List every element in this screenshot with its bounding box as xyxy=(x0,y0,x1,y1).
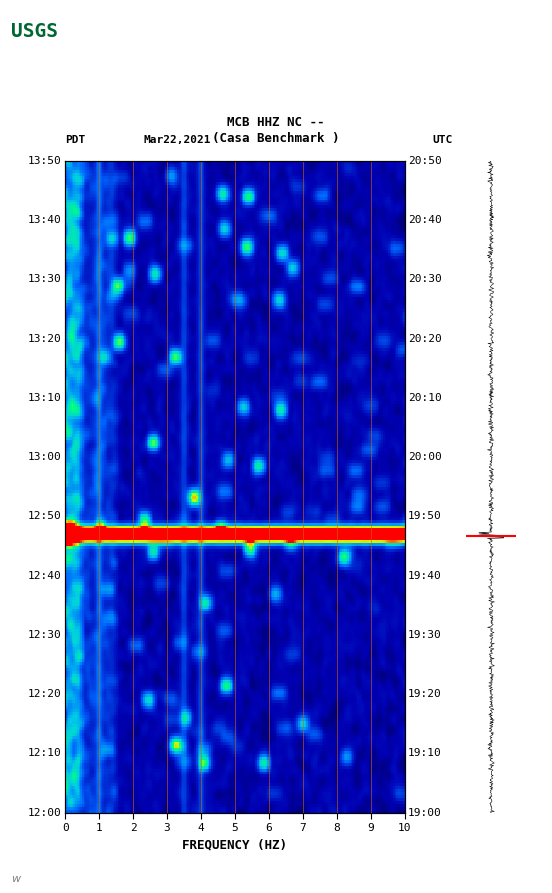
X-axis label: FREQUENCY (HZ): FREQUENCY (HZ) xyxy=(182,839,288,852)
Text: 20:40: 20:40 xyxy=(408,215,442,225)
Text: 13:50: 13:50 xyxy=(28,155,62,166)
Text: 19:00: 19:00 xyxy=(408,807,442,818)
Text: MCB HHZ NC --: MCB HHZ NC -- xyxy=(227,116,325,129)
Text: 20:00: 20:00 xyxy=(408,452,442,462)
Text: $\mathit{w}$: $\mathit{w}$ xyxy=(11,874,22,884)
Text: 13:20: 13:20 xyxy=(28,333,62,344)
Text: 12:10: 12:10 xyxy=(28,748,62,758)
Text: 13:00: 13:00 xyxy=(28,452,62,462)
Text: 19:50: 19:50 xyxy=(408,512,442,522)
Text: 19:40: 19:40 xyxy=(408,571,442,580)
Text: 20:30: 20:30 xyxy=(408,274,442,284)
Text: 12:50: 12:50 xyxy=(28,512,62,522)
Text: 19:20: 19:20 xyxy=(408,689,442,699)
Text: 20:20: 20:20 xyxy=(408,333,442,344)
Text: 12:00: 12:00 xyxy=(28,807,62,818)
Text: USGS: USGS xyxy=(11,22,58,41)
Text: PDT: PDT xyxy=(65,135,86,145)
Text: 12:20: 12:20 xyxy=(28,689,62,699)
Text: 13:40: 13:40 xyxy=(28,215,62,225)
Text: 20:50: 20:50 xyxy=(408,155,442,166)
Text: 12:40: 12:40 xyxy=(28,571,62,580)
Text: 12:30: 12:30 xyxy=(28,630,62,640)
Text: 13:30: 13:30 xyxy=(28,274,62,284)
Text: 13:10: 13:10 xyxy=(28,393,62,403)
Text: Mar22,2021: Mar22,2021 xyxy=(144,135,211,145)
Text: 19:10: 19:10 xyxy=(408,748,442,758)
Text: (Casa Benchmark ): (Casa Benchmark ) xyxy=(213,131,339,145)
Text: 20:10: 20:10 xyxy=(408,393,442,403)
Text: 19:30: 19:30 xyxy=(408,630,442,640)
Text: UTC: UTC xyxy=(432,135,453,145)
